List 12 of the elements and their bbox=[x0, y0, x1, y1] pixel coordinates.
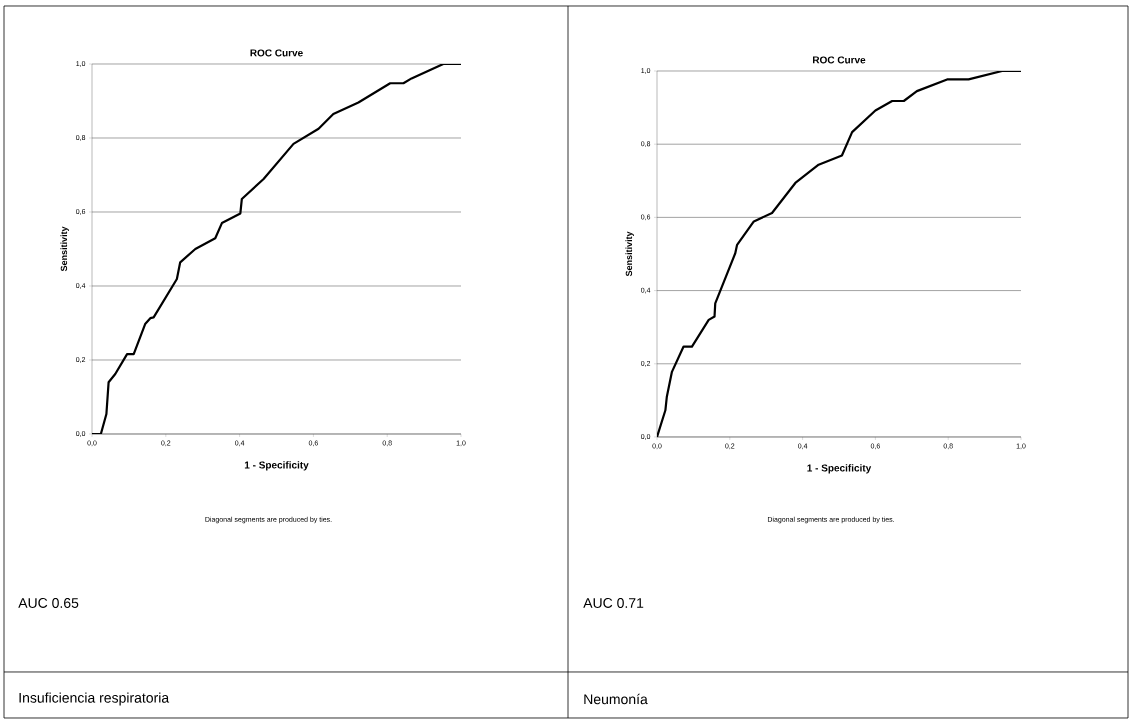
text: Insuficiencia respiratoria bbox=[19, 692, 170, 706]
x-axis-title: 1 - Specificity bbox=[807, 464, 872, 474]
y-axis-title: Sensitivity bbox=[625, 231, 634, 277]
y-axis-title: Sensitivity bbox=[60, 226, 69, 272]
chart-title: ROC Curve bbox=[250, 49, 303, 57]
text: AUC 0.65 bbox=[18, 598, 79, 608]
line-series bbox=[657, 70, 1022, 437]
x-axis-title: 1 - Specificity bbox=[244, 461, 309, 471]
line-series bbox=[92, 63, 462, 434]
text: AUC 0.71 bbox=[583, 598, 644, 608]
chart-title: ROC Curve bbox=[813, 56, 866, 64]
text: Neumonía bbox=[584, 693, 648, 705]
